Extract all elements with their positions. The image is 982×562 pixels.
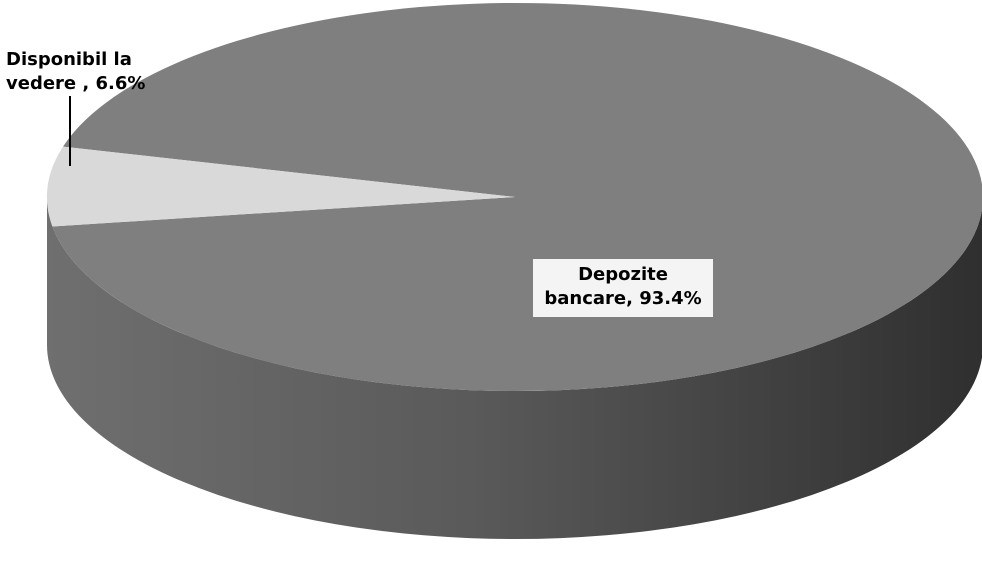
pie-side-wall [47, 197, 982, 539]
slice-label-depozite-bancare: Depozite bancare, 93.4% [533, 259, 713, 317]
slice-label-disponibil-line2: vedere , 6.6% [6, 73, 146, 94]
slice-label-depozite-line2: bancare, 93.4% [544, 288, 702, 309]
pie-slice-disponibil-la-vedere [47, 146, 516, 227]
pie-slice-depozite-bancare [52, 3, 982, 392]
slice-label-disponibil-la-vedere: Disponibil la vedere , 6.6% [6, 48, 145, 96]
slice-label-disponibil-line1: Disponibil la [6, 49, 132, 70]
pie-group [47, 3, 982, 539]
slice-label-depozite-line1: Depozite [578, 264, 668, 285]
